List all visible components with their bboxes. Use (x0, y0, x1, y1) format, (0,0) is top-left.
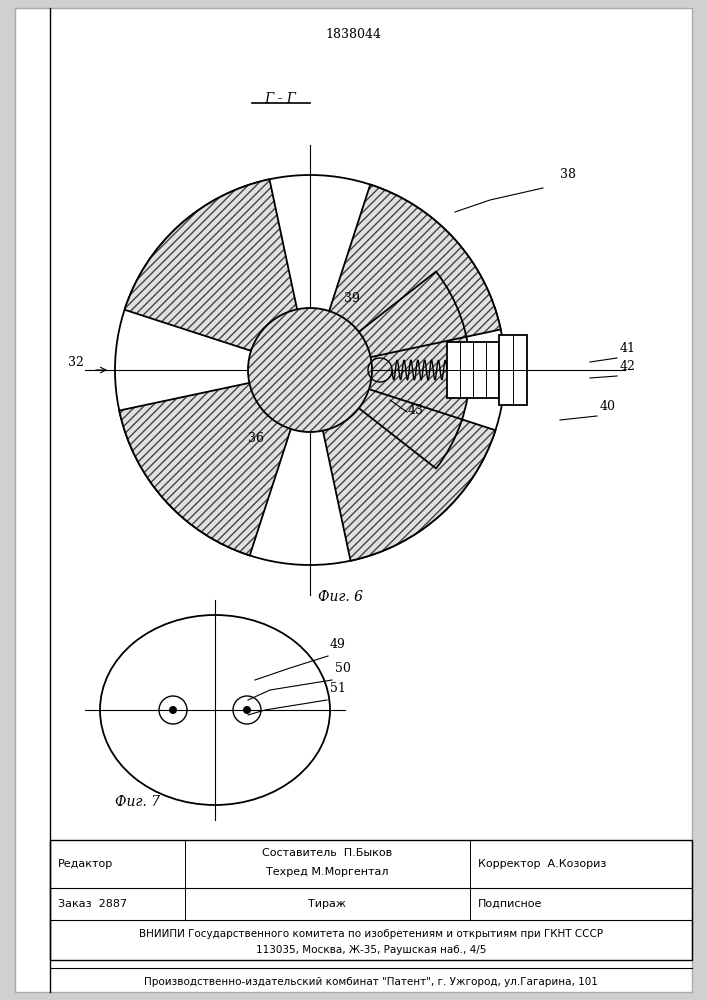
Text: 40: 40 (600, 400, 616, 413)
Text: 36: 36 (248, 432, 264, 445)
Circle shape (248, 308, 372, 432)
Circle shape (243, 706, 251, 714)
Text: Производственно-издательский комбинат "Патент", г. Ужгород, ул.Гагарина, 101: Производственно-издательский комбинат "П… (144, 977, 598, 987)
Text: Фиг. 6: Фиг. 6 (317, 590, 363, 604)
Text: Редактор: Редактор (58, 859, 113, 869)
Text: Фиг. 7: Фиг. 7 (115, 795, 160, 809)
Bar (499, 335, 527, 405)
Text: 42: 42 (620, 360, 636, 373)
Wedge shape (310, 185, 501, 370)
Text: Тираж: Тираж (308, 899, 346, 909)
Text: 39: 39 (344, 292, 360, 305)
Text: Г - Г: Г - Г (264, 92, 296, 106)
Text: 43: 43 (408, 404, 424, 417)
Text: 50: 50 (335, 662, 351, 675)
Circle shape (169, 706, 177, 714)
Text: 38: 38 (560, 168, 576, 181)
Text: 51: 51 (330, 682, 346, 695)
FancyBboxPatch shape (15, 8, 692, 992)
Text: ВНИИПИ Государственного комитета по изобретениям и открытиям при ГКНТ СССР: ВНИИПИ Государственного комитета по изоб… (139, 929, 603, 939)
Text: Подписное: Подписное (478, 899, 542, 909)
Text: Составитель  П.Быков: Составитель П.Быков (262, 848, 392, 858)
Wedge shape (119, 370, 310, 555)
Wedge shape (124, 179, 310, 370)
Text: 113035, Москва, Ж-35, Раушская наб., 4/5: 113035, Москва, Ж-35, Раушская наб., 4/5 (256, 945, 486, 955)
Text: Заказ  2887: Заказ 2887 (58, 899, 127, 909)
Text: Корректор  А.Козориз: Корректор А.Козориз (478, 859, 607, 869)
Text: 41: 41 (620, 342, 636, 355)
Text: Техред М.Моргентал: Техред М.Моргентал (267, 867, 389, 877)
Text: 32: 32 (68, 356, 84, 369)
Text: 49: 49 (330, 638, 346, 651)
Bar (50, 840, 692, 960)
Wedge shape (310, 272, 470, 468)
Text: 1838044: 1838044 (325, 28, 381, 41)
Bar (447, 342, 499, 398)
Wedge shape (310, 370, 496, 561)
